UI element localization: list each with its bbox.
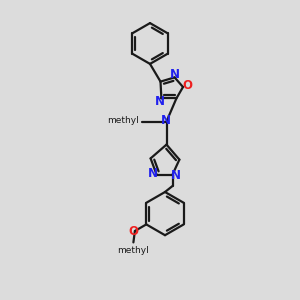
Text: methyl: methyl bbox=[118, 246, 149, 255]
Text: N: N bbox=[170, 68, 180, 81]
Text: N: N bbox=[148, 167, 158, 180]
Text: N: N bbox=[171, 169, 181, 182]
Text: N: N bbox=[161, 113, 171, 127]
Text: N: N bbox=[155, 95, 165, 108]
Text: O: O bbox=[182, 79, 193, 92]
Text: O: O bbox=[129, 225, 139, 238]
Text: methyl: methyl bbox=[107, 116, 139, 125]
